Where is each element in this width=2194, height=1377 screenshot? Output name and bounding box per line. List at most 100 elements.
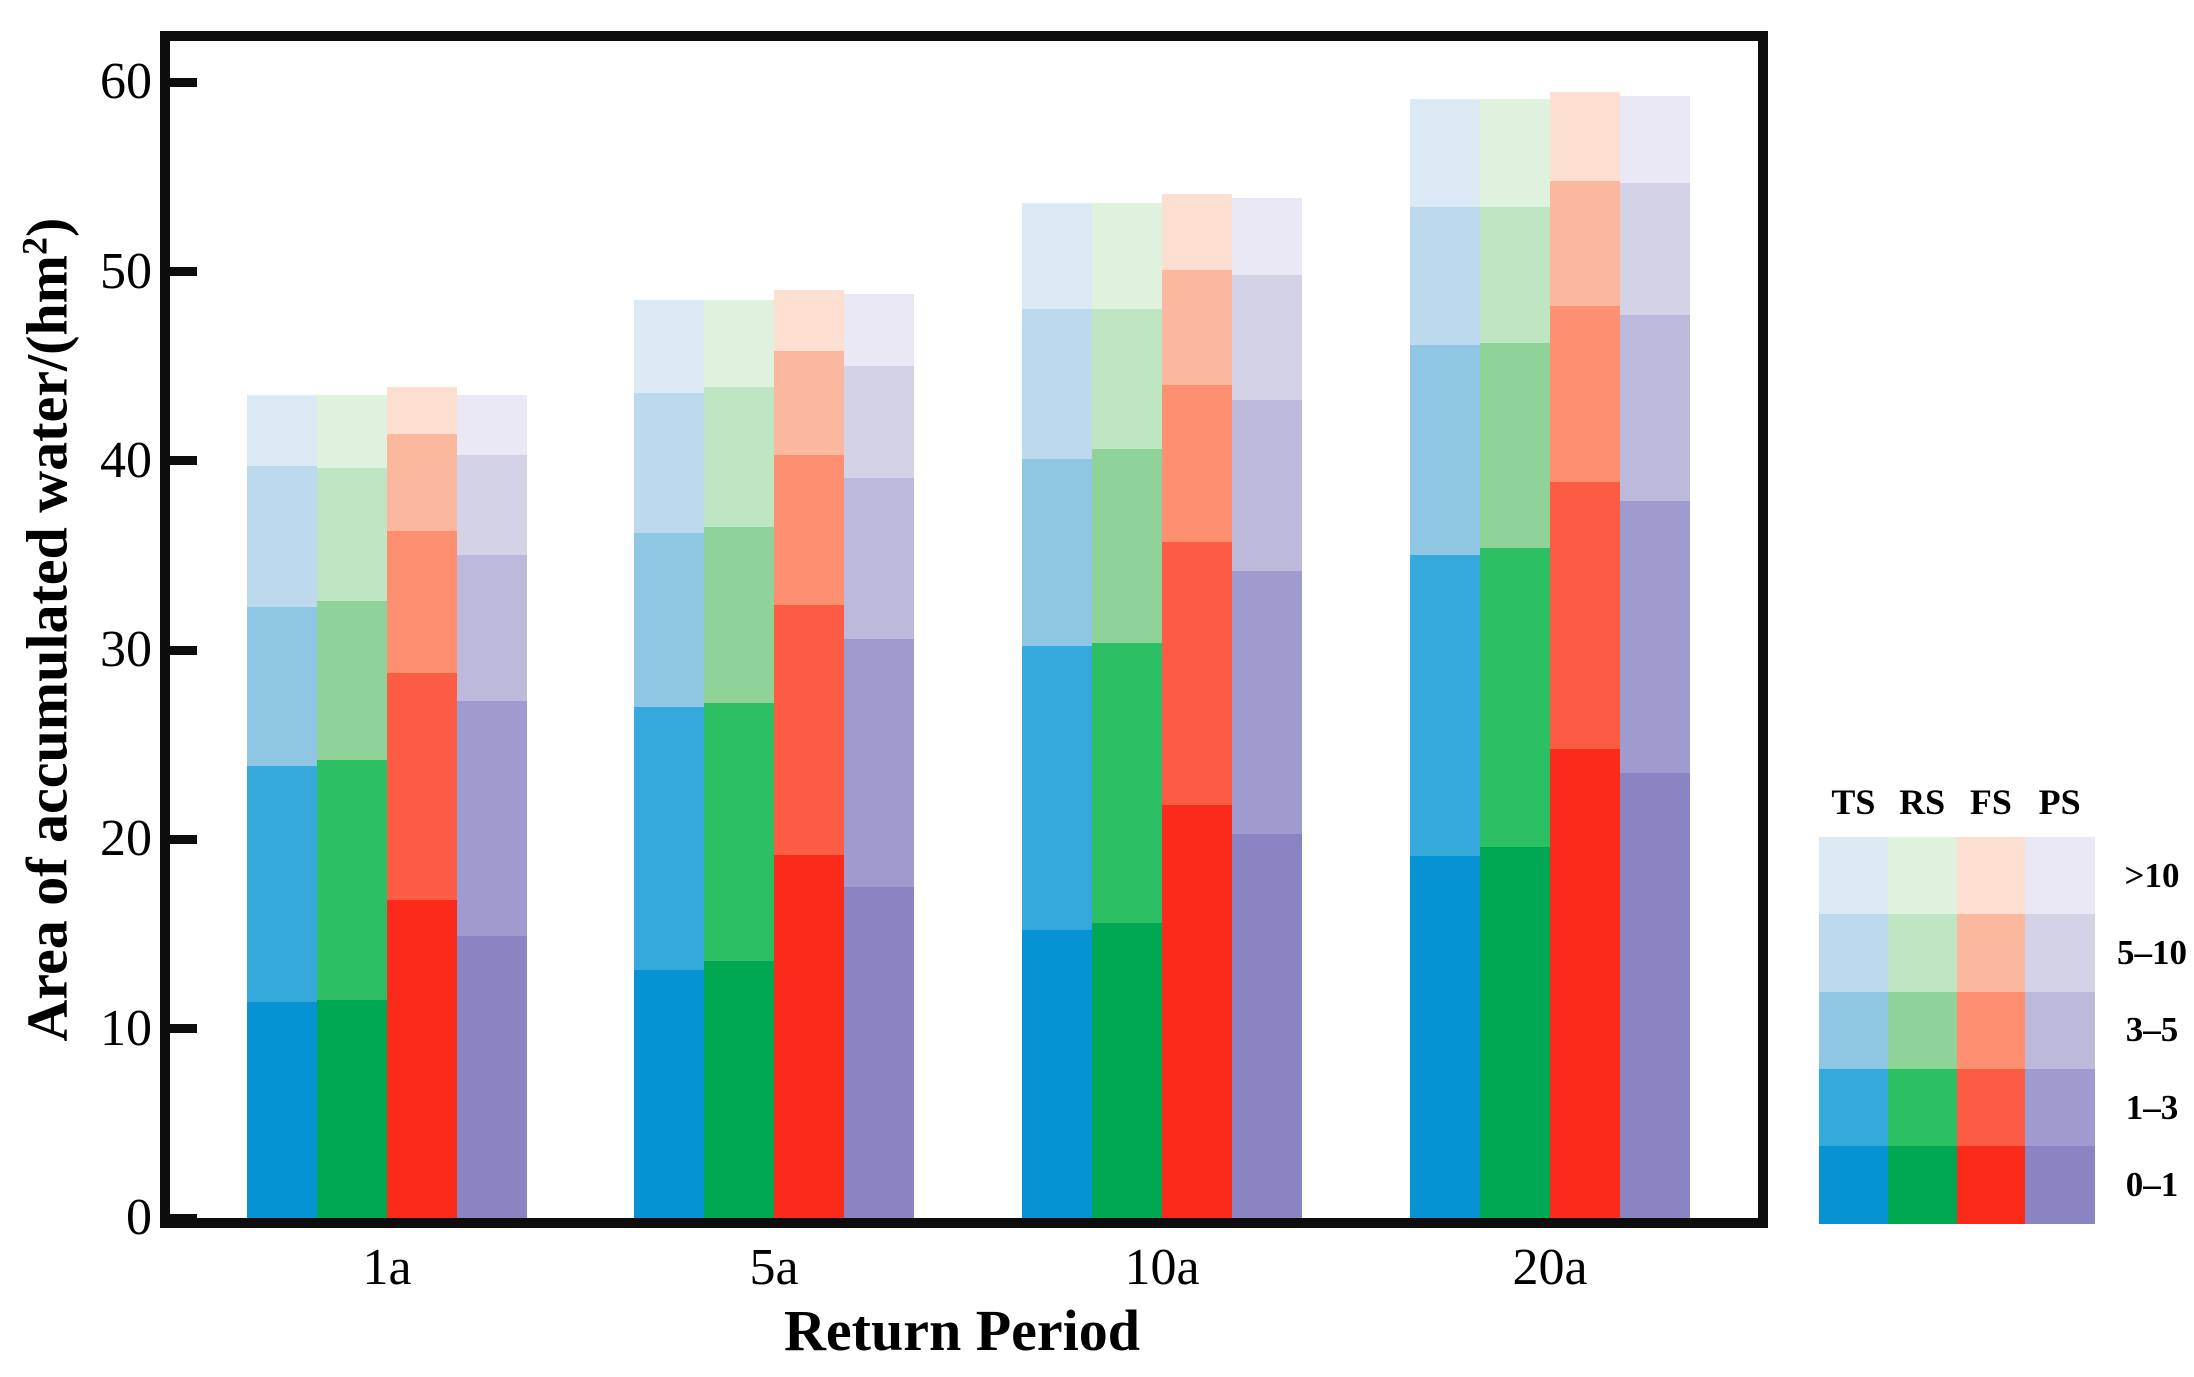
x-tick-label-1a: 1a: [362, 1239, 412, 1296]
bar-segment-5a-TS-3–5: [634, 532, 704, 707]
legend-row-label-0–1: 0–1: [2125, 1164, 2179, 1204]
bar-segment-1a-TS->10: [247, 394, 317, 467]
bar-20a-TS: [1410, 99, 1480, 1218]
bar-segment-5a-PS->10: [844, 294, 914, 367]
bar-segment-5a-PS-0–1: [844, 886, 914, 1218]
bar-segment-20a-FS-3–5: [1550, 305, 1620, 482]
y-tick-50: [170, 267, 197, 276]
bar-segment-20a-PS-3–5: [1620, 315, 1690, 501]
bar-segment-10a-PS-3–5: [1232, 400, 1302, 571]
bar-1a-TS: [247, 394, 317, 1218]
y-tick-label-20: 20: [100, 810, 152, 868]
bar-segment-5a-RS-0–1: [704, 960, 774, 1218]
bar-segment-5a-PS-3–5: [844, 477, 914, 639]
bar-segment-20a-PS-5–10: [1620, 182, 1690, 316]
legend-row-label-1–3: 1–3: [2125, 1087, 2179, 1127]
legend-column-header-RS: RS: [1899, 782, 1946, 822]
bar-5a-TS: [634, 299, 704, 1218]
bar-segment-5a-PS-5–10: [844, 366, 914, 478]
bar-10a-FS: [1162, 193, 1232, 1218]
bar-10a-RS: [1092, 203, 1162, 1218]
bar-20a-RS: [1480, 99, 1550, 1218]
y-tick-40: [170, 456, 197, 466]
bar-segment-1a-RS-0–1: [317, 1000, 387, 1218]
legend-swatch-PS-0–1: [2025, 1146, 2095, 1224]
bar-segment-5a-RS-5–10: [704, 386, 774, 528]
legend-swatch-FS-3–5: [1956, 991, 2026, 1070]
bar-segment-1a-TS-3–5: [247, 606, 317, 766]
bar-segment-1a-PS->10: [457, 394, 527, 456]
y-tick-label-30: 30: [100, 621, 152, 679]
bar-segment-10a-FS-0–1: [1162, 805, 1232, 1218]
bar-segment-20a-PS-1–3: [1620, 500, 1690, 774]
bar-segment-10a-RS-1–3: [1092, 642, 1162, 923]
bar-10a-TS: [1022, 203, 1092, 1218]
bar-segment-5a-TS-1–3: [634, 706, 704, 971]
bar-segment-5a-TS->10: [634, 299, 704, 393]
bar-segment-5a-TS-5–10: [634, 392, 704, 533]
bar-segment-20a-FS->10: [1550, 91, 1620, 181]
bar-segment-10a-PS-5–10: [1232, 275, 1302, 401]
y-axis-title-suffix: ): [14, 218, 80, 238]
bar-segment-20a-TS-5–10: [1410, 207, 1480, 346]
legend-swatch-RS-0–1: [1887, 1146, 1957, 1224]
legend-row-label->10: >10: [2124, 855, 2180, 895]
bar-segment-1a-FS-5–10: [387, 434, 457, 531]
bar-segment-1a-RS-3–5: [317, 600, 387, 760]
bar-segment-10a-FS-1–3: [1162, 542, 1232, 806]
y-tick-10: [170, 1024, 197, 1034]
bar-segment-1a-PS-1–3: [457, 701, 527, 936]
bar-segment-10a-TS-1–3: [1022, 646, 1092, 931]
bar-segment-1a-RS-5–10: [317, 468, 387, 601]
legend-swatch-RS-3–5: [1887, 991, 1957, 1070]
legend-swatch-RS-1–3: [1887, 1068, 1957, 1147]
bar-segment-20a-RS-0–1: [1480, 846, 1550, 1218]
bar-segment-20a-PS->10: [1620, 95, 1690, 183]
bar-1a-RS: [317, 394, 387, 1218]
x-tick-label-20a: 20a: [1512, 1239, 1588, 1296]
legend-swatch-TS-5–10: [1819, 914, 1889, 993]
legend-swatch-PS-5–10: [2025, 914, 2095, 993]
bar-segment-10a-FS-5–10: [1162, 269, 1232, 386]
legend-swatch-PS->10: [2025, 837, 2095, 915]
bar-segment-5a-TS-0–1: [634, 970, 704, 1218]
bar-20a-FS: [1550, 91, 1620, 1218]
bar-segment-5a-FS-0–1: [774, 854, 844, 1218]
bar-segment-1a-TS-0–1: [247, 1002, 317, 1218]
bar-segment-10a-TS->10: [1022, 203, 1092, 310]
bar-segment-5a-FS-3–5: [774, 455, 844, 605]
bar-segment-20a-FS-5–10: [1550, 180, 1620, 306]
legend-swatch-TS->10: [1819, 837, 1889, 915]
bar-segment-20a-RS-5–10: [1480, 207, 1550, 344]
legend-swatch-FS-1–3: [1956, 1068, 2026, 1147]
bar-segment-10a-TS-3–5: [1022, 458, 1092, 647]
legend-column-header-TS: TS: [1831, 782, 1876, 822]
bar-segment-1a-RS->10: [317, 394, 387, 469]
y-tick-label-40: 40: [100, 431, 152, 489]
y-tick-label-0: 0: [126, 1189, 152, 1246]
bar-5a-RS: [704, 299, 774, 1218]
bar-segment-20a-TS->10: [1410, 99, 1480, 208]
bar-segment-1a-PS-0–1: [457, 935, 527, 1218]
y-axis-title-text: Area of accumulated water/(hm: [14, 255, 80, 1042]
bar-segment-20a-RS-1–3: [1480, 547, 1550, 847]
bar-segment-5a-PS-1–3: [844, 638, 914, 887]
legend-row-label-3–5: 3–5: [2125, 1010, 2179, 1050]
bar-segment-20a-TS-1–3: [1410, 555, 1480, 857]
bar-segment-5a-FS-5–10: [774, 351, 844, 456]
legend-column-header-FS: FS: [1969, 782, 2012, 822]
legend-swatch-TS-3–5: [1819, 991, 1889, 1070]
y-tick-0: [170, 1213, 197, 1223]
bar-segment-1a-FS-1–3: [387, 672, 457, 900]
bar-20a-PS: [1620, 95, 1690, 1218]
bar-segment-10a-TS-0–1: [1022, 930, 1092, 1218]
bar-segment-1a-FS-3–5: [387, 530, 457, 673]
y-axis-title: Area of accumulated water/(hm2): [13, 218, 80, 1042]
bar-segment-20a-TS-3–5: [1410, 345, 1480, 556]
bar-segment-5a-RS-3–5: [704, 527, 774, 704]
bar-segment-10a-PS->10: [1232, 197, 1302, 276]
bar-5a-PS: [844, 294, 914, 1218]
y-tick-label-10: 10: [100, 999, 152, 1057]
bar-segment-5a-FS-1–3: [774, 604, 844, 855]
